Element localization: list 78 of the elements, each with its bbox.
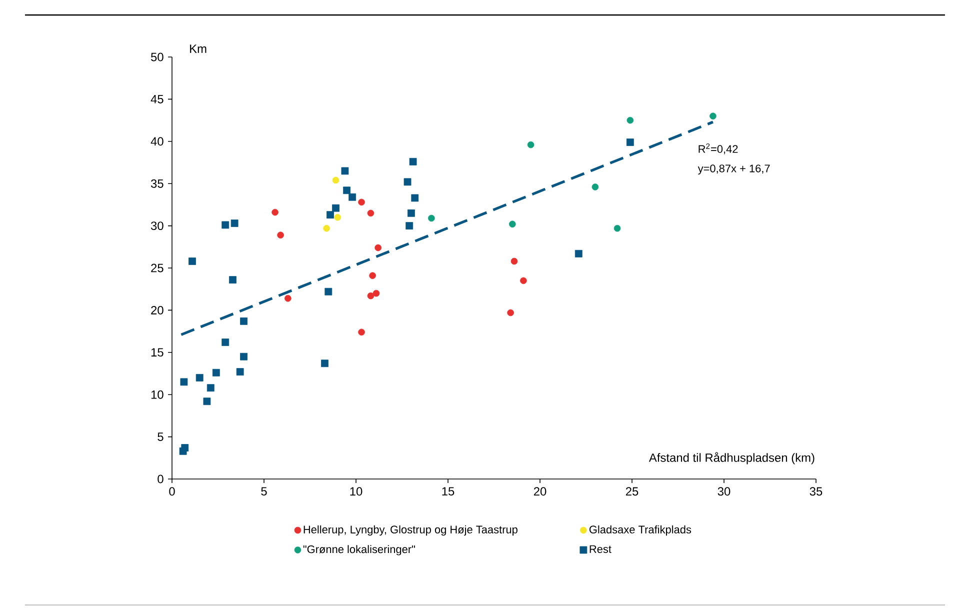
y-tick-label: 35: [150, 179, 164, 188]
point: [203, 398, 211, 406]
point: [574, 250, 582, 258]
legend-label: Hellerup, Lyngby, Glostrup og Høje Taastrup: [304, 525, 518, 536]
point: [284, 294, 292, 302]
point: [367, 292, 374, 300]
point: [324, 288, 332, 296]
x-tick-label: 35: [810, 487, 822, 496]
point: [188, 258, 196, 265]
point: [348, 193, 356, 201]
y-tick-label: 5: [158, 432, 164, 441]
point: [411, 194, 419, 202]
x-tick-label: 0: [169, 487, 175, 496]
point: [367, 210, 374, 217]
legend-label: "Grønne lokaliseringer": [303, 545, 415, 556]
y-tick-label: 10: [151, 390, 164, 399]
x-axis-title: Afstand til Rådhuspladsen (km): [648, 452, 814, 464]
y-tick-label: 20: [151, 306, 164, 314]
point: [240, 352, 248, 360]
point: [230, 220, 238, 227]
point: [222, 221, 230, 229]
y-tick-label: 15: [151, 348, 164, 357]
point: [212, 368, 220, 376]
point: [626, 138, 634, 146]
point: [222, 338, 230, 346]
legend-label: Rest: [590, 545, 612, 553]
point: [507, 309, 514, 316]
y-tick-label: 30: [150, 222, 164, 230]
point: [408, 209, 415, 217]
point: [179, 447, 187, 455]
point: [332, 176, 340, 184]
point: [180, 378, 188, 386]
x-tick-label: 20: [534, 487, 546, 496]
point: [358, 328, 365, 336]
point: [334, 214, 342, 221]
point: [509, 220, 516, 228]
x-tick-label: 15: [442, 487, 454, 496]
point: [240, 317, 248, 325]
point: [341, 167, 349, 175]
point: [520, 277, 527, 284]
y-tick-label: 0: [158, 474, 164, 484]
point: [404, 178, 412, 186]
point: [272, 208, 278, 216]
point: [206, 384, 214, 392]
point: [406, 222, 414, 230]
point: [343, 186, 351, 194]
point: [428, 214, 435, 222]
annotation: R$^{2}$=0,42: [698, 143, 738, 154]
point: [229, 276, 236, 284]
point: [369, 272, 376, 279]
y-tick-label: 50: [151, 52, 164, 62]
point: [626, 116, 634, 124]
point: [510, 258, 518, 265]
x-tick-label: 10: [350, 487, 362, 496]
x-tick-label: 25: [626, 487, 638, 496]
point: [614, 224, 621, 232]
point: [592, 184, 599, 190]
legend-label: Gladsaxe Trafikplads: [589, 525, 692, 536]
point: [332, 204, 340, 212]
y-tick-label: 45: [150, 95, 164, 104]
point: [710, 112, 716, 120]
x-tick-label: 5: [261, 487, 267, 496]
point: [374, 244, 382, 252]
point: [326, 211, 334, 219]
point: [527, 141, 534, 148]
y-tick-label: 25: [151, 264, 164, 272]
point: [196, 374, 204, 382]
annotation: y=0,87x + 16,7: [698, 164, 770, 174]
point: [321, 360, 328, 368]
point: [236, 368, 244, 376]
point: [323, 224, 330, 232]
point: [409, 158, 417, 166]
x-tick-label: 30: [718, 487, 730, 496]
point: [358, 198, 365, 206]
y-axis-title: Km: [190, 44, 206, 53]
y-tick-label: 40: [150, 137, 164, 146]
point: [372, 290, 380, 297]
point: [277, 232, 284, 238]
